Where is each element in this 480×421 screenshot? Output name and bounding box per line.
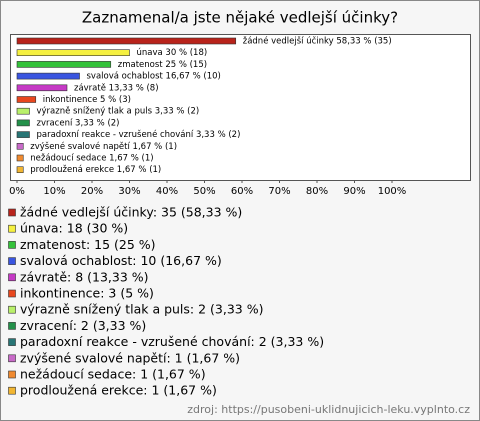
legend-swatch: [8, 370, 16, 379]
bar: [16, 61, 112, 68]
bar: [16, 49, 130, 57]
legend-swatch: [8, 305, 16, 314]
legend-swatch: [8, 257, 16, 265]
legend-label: svalová ochablost: 10 (16,67 %): [20, 253, 222, 268]
bar: [16, 84, 68, 92]
legend-label: prodloužená erekce: 1 (1,67 %): [20, 383, 217, 398]
legend-label: zvýšené svalové napětí: 1 (1,67 %): [20, 350, 240, 365]
value-label: žádné vedlejší účinky 58,33 % (35): [243, 36, 392, 47]
legend-label: paradoxní reakce - vzrušené chování: 2 (…: [20, 334, 324, 349]
bar: [16, 37, 237, 45]
legend-label: únava: 18 (30 %): [20, 221, 128, 236]
plot-area: [10, 34, 471, 181]
x-tick-label: 90%: [343, 186, 365, 197]
legend-swatch: [8, 273, 16, 282]
x-tick-label: 0%: [9, 186, 25, 197]
legend-swatch: [8, 354, 16, 363]
bar: [16, 166, 24, 173]
chart-title: Zaznamenal/a jste nějaké vedlejší účinky…: [82, 9, 398, 27]
bar: [16, 107, 30, 115]
value-label: zvracení 3,33 % (2): [36, 118, 119, 128]
x-tick-label: 60%: [231, 186, 253, 197]
value-label: závratě 13,33 % (8): [74, 83, 159, 93]
legend-label: nežádoucí sedace: 1 (1,67 %): [20, 367, 206, 382]
value-label: zmatenost 25 % (15): [118, 60, 207, 70]
value-label: nežádoucí sedace 1,67 % (1): [30, 154, 153, 164]
value-label: paradoxní reakce - vzrušené chování 3,33…: [36, 129, 240, 140]
legend-swatch: [8, 386, 16, 395]
legend-label: žádné vedlejší účinky: 35 (58,33 %): [20, 205, 242, 220]
legend-label: inkontinence: 3 (5 %): [20, 286, 154, 301]
value-label: únava 30 % (18): [137, 48, 208, 58]
legend-swatch: [8, 338, 16, 346]
x-tick-label: 100%: [378, 186, 407, 197]
bar: [16, 154, 24, 162]
bar: [16, 119, 30, 127]
legend-label: zmatenost: 15 (25 %): [20, 237, 156, 252]
x-tick-label: 30%: [118, 186, 140, 197]
x-tick-label: 20%: [81, 186, 103, 197]
value-label: zvýšené svalové napětí 1,67 % (1): [30, 141, 177, 152]
bar: [16, 96, 37, 103]
legend-swatch: [8, 208, 16, 217]
x-tick-label: 80%: [306, 186, 328, 197]
value-label: výrazně snížený tlak a puls 3,33 % (2): [36, 107, 199, 117]
legend-swatch: [8, 322, 16, 330]
value-label: prodloužená erekce 1,67 % (1): [30, 165, 161, 175]
bar: [16, 131, 30, 138]
bar: [16, 72, 80, 80]
x-tick-label: 70%: [268, 186, 290, 197]
x-tick-label: 10%: [43, 186, 65, 197]
value-label: inkontinence 5 % (3): [43, 95, 131, 105]
x-tick-label: 50%: [193, 186, 215, 197]
legend-swatch: [8, 289, 16, 298]
source: zdroj: https://pusobeni-uklidnujicich-le…: [187, 403, 470, 416]
x-tick-label: 40%: [156, 186, 178, 197]
legend-label: výrazně snížený tlak a puls: 2 (3,33 %): [20, 302, 263, 317]
legend-swatch: [8, 224, 16, 233]
bar: [16, 143, 24, 150]
legend-label: zvracení: 2 (3,33 %): [20, 318, 146, 333]
legend-label: závratě: 8 (13,33 %): [20, 269, 149, 284]
value-label: svalová ochablost 16,67 % (10): [87, 72, 221, 82]
legend-swatch: [8, 241, 16, 249]
